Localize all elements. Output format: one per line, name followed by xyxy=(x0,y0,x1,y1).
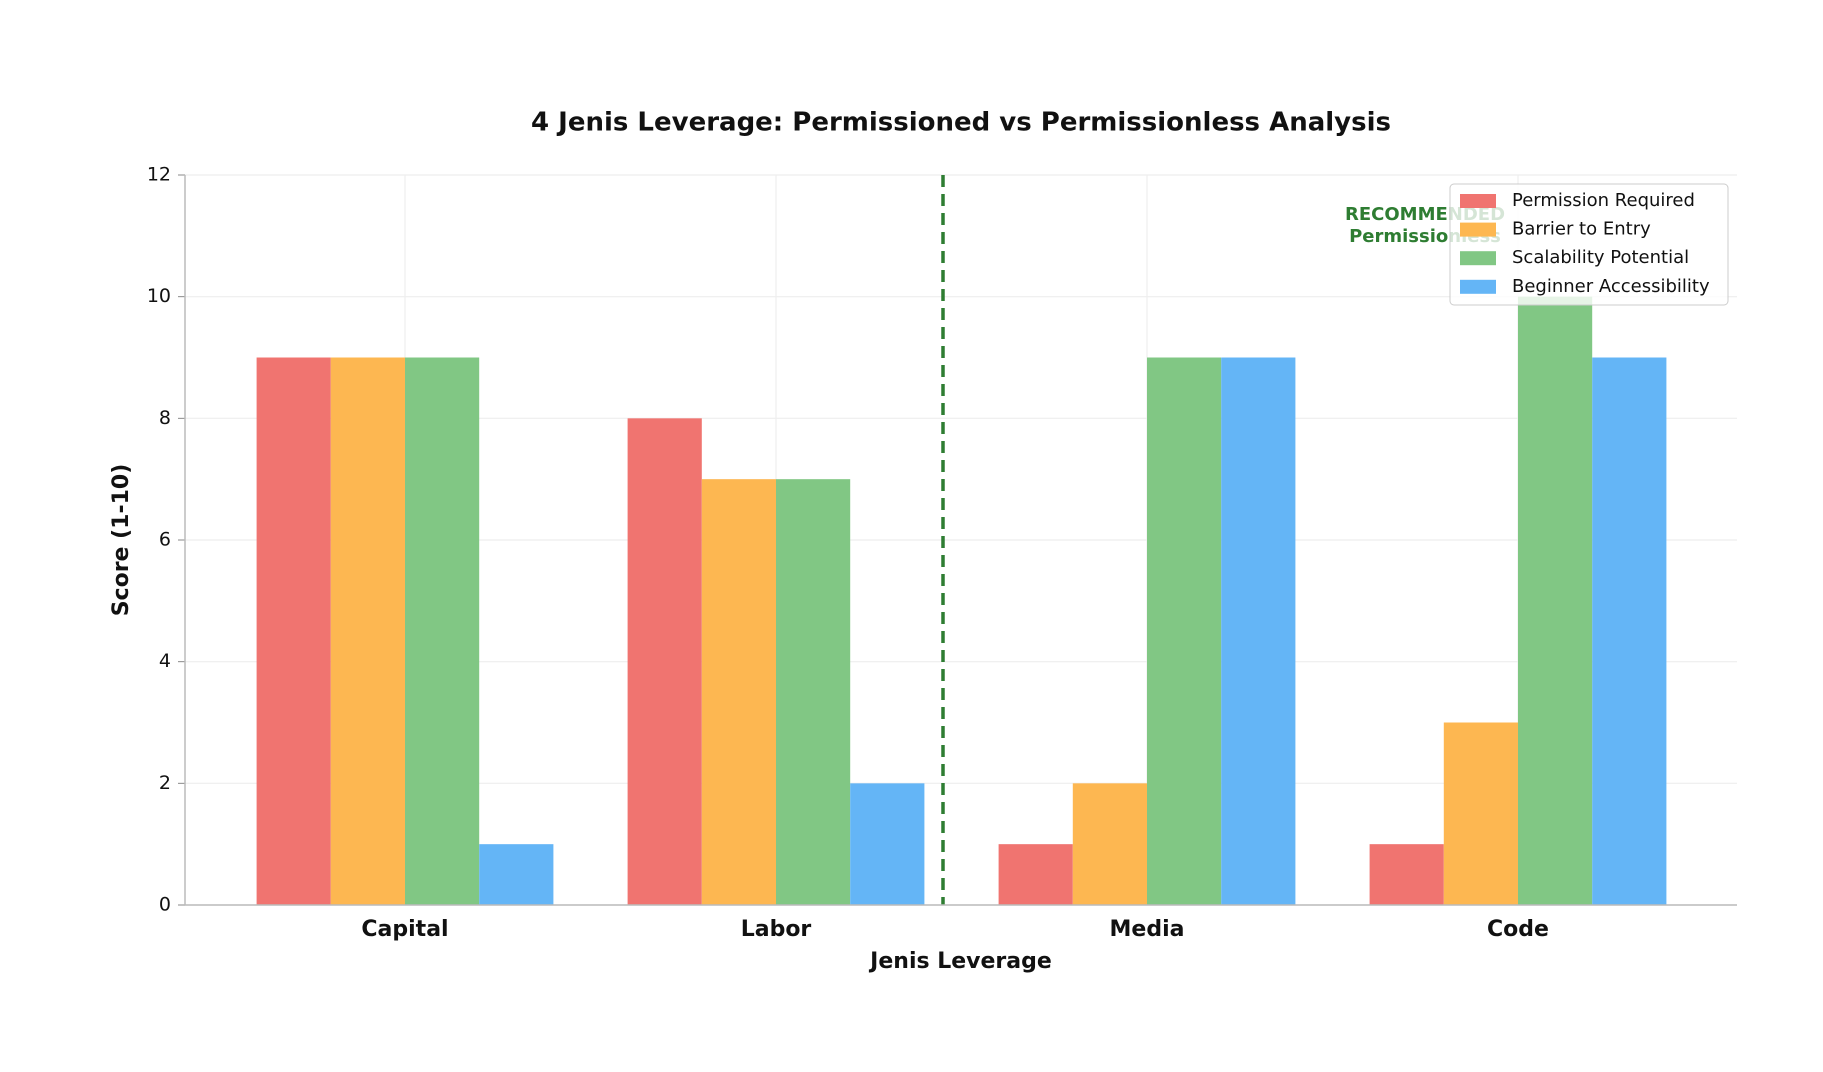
x-axis-label: Jenis Leverage xyxy=(868,949,1052,974)
bar xyxy=(1369,844,1444,905)
bar xyxy=(479,844,554,905)
bar xyxy=(1443,722,1518,905)
bar xyxy=(627,418,702,905)
legend-swatch xyxy=(1460,222,1496,237)
legend-label: Permission Required xyxy=(1512,190,1695,211)
bar xyxy=(1518,296,1593,906)
x-tick-label: Code xyxy=(1487,917,1549,942)
x-tick-label: Media xyxy=(1110,917,1185,942)
bar xyxy=(998,844,1073,905)
chart-title: 4 Jenis Leverage: Permissioned vs Permis… xyxy=(531,108,1391,138)
y-axis-label: Score (1-10) xyxy=(109,464,134,617)
bar xyxy=(330,357,405,905)
legend: Permission Required Barrier to Entry Scala… xyxy=(1449,183,1729,306)
bar xyxy=(1072,783,1147,905)
y-tick-label: 10 xyxy=(147,285,171,307)
legend-swatch xyxy=(1460,194,1496,208)
legend-label: Barrier to Entry xyxy=(1512,219,1651,240)
legend-box xyxy=(1449,183,1729,306)
bar xyxy=(850,783,925,905)
y-tick-label: 8 xyxy=(159,407,171,429)
bar xyxy=(1221,357,1296,905)
y-tick-label: 0 xyxy=(159,894,171,916)
legend-label: Beginner Accessibility xyxy=(1512,276,1710,297)
bar xyxy=(256,357,331,905)
y-tick-label: 12 xyxy=(147,164,171,186)
bar xyxy=(1147,357,1222,905)
y-tick-label: 6 xyxy=(159,529,171,551)
bar xyxy=(1592,357,1667,905)
bar xyxy=(776,479,851,905)
legend-swatch xyxy=(1460,251,1496,266)
bar xyxy=(701,479,776,905)
y-tick-label: 2 xyxy=(159,772,171,794)
bar xyxy=(405,357,480,905)
bars xyxy=(256,296,1667,906)
x-tick-label: Capital xyxy=(361,917,448,942)
x-tick-label: Labor xyxy=(741,917,812,942)
legend-swatch xyxy=(1460,279,1496,294)
legend-label: Scalability Potential xyxy=(1512,247,1689,268)
y-tick-label: 4 xyxy=(159,650,171,672)
